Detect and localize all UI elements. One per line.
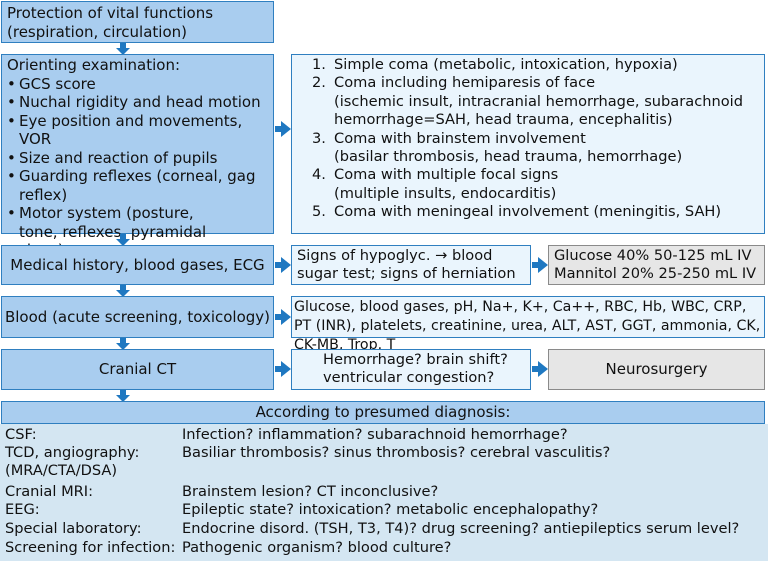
diagnosis-question: Brainstem lesion? CT inconclusive? [182,483,439,500]
table-row: Screening for infection: Pathogenic organ… [5,539,451,557]
coma-type-text: Coma with multiple focal signs [334,166,559,184]
coma-type-detail: (basilar thrombosis, head trauma, hemorr… [334,148,683,166]
step-vital-functions: Protection of vital functions (respirati… [1,1,274,43]
list-item: GCS score [7,75,273,94]
step-presumed-diagnosis: According to presumed diagnosis: [1,401,765,424]
arrow-right-coma [275,121,291,137]
blood-tests-box: Glucose, blood gases, pH, Na+, K+, Ca++,… [291,296,765,353]
arrow-right-neurosurgery [532,361,548,377]
table-row: Special laboratory: Endocrine disord. (TS… [5,520,739,538]
list-item: Guarding reflexes (corneal, gag reflex) [7,167,273,204]
step-blood: Blood (acute screening, toxicology) [1,296,274,338]
signs-box: Signs of hypoglyc. → blood sugar test; s… [291,245,531,285]
step-cranial-ct: Cranial CT [1,349,274,390]
coma-type-number: 3. [312,129,326,147]
arrow-down-1 [116,43,130,55]
step-blood-label: Blood (acute screening, toxicology) [4,307,271,326]
list-item: Motor system (posture, tone, reflexes, p… [7,204,219,260]
arrow-down-5 [116,390,130,402]
diagnosis-method: Screening for infection: [5,539,176,556]
coma-type-item: 1. Simple coma (metabolic, intoxication, … [312,56,764,74]
arrow-right-tests [275,309,291,325]
blood-tests-text: Glucose, blood gases, pH, Na+, K+, Ca++,… [294,299,761,353]
diagnosis-question: Epileptic state? intoxication? metabolic… [182,501,599,518]
diagnosis-panel [0,424,768,561]
diagnosis-method: TCD, angiography: (MRA/CTA/DSA) [5,444,140,479]
diagnosis-method: CSF: [5,426,37,443]
diagnosis-question: Endocrine disord. (TSH, T3, T4)? drug sc… [182,520,740,537]
presumed-diagnosis-label: According to presumed diagnosis: [255,403,511,422]
step-orienting-exam: Orienting examination: GCS score Nuchal … [1,54,274,278]
coma-types-list: 1. Simple coma (metabolic, intoxication, … [312,56,764,222]
diagnosis-method: EEG: [5,501,40,518]
list-item: Size and reaction of pupils [7,149,273,168]
coma-type-text: Coma including hemiparesis of face [334,74,596,92]
coma-type-detail: (ischemic insult, intracranial hemorrhag… [334,92,743,129]
coma-type-item: 4. Coma with multiple focal signs (multipl… [312,166,764,203]
coma-type-number: 2. [312,74,326,92]
coma-type-item: 2. Coma including hemiparesis of face (isc… [312,74,764,129]
coma-type-item: 5. Coma with meningeal involvement (menin… [312,203,764,221]
diagnosis-question: Pathogenic organism? blood culture? [182,539,452,556]
coma-type-number: 4. [312,166,326,184]
table-row: CSF: Infection? inflammation? subarachnoi… [5,426,568,444]
ct-question-text: Hemorrhage? brain shift? ventricular con… [323,351,508,387]
coma-type-text: Coma with meningeal involvement (meningi… [334,203,722,221]
coma-type-number: 1. [312,56,326,73]
coma-type-detail: (multiple insults, endocarditis) [334,184,557,202]
step-medical-history-label: Medical history, blood gases, ECG [10,255,265,274]
diagnosis-question: Basiliar thrombosis? sinus thrombosis? c… [182,444,611,461]
treatment-mannitol: Mannitol 20% 25-250 mL IV [554,265,757,283]
diagnosis-method: Cranial MRI: [5,483,94,500]
ct-question-box: Hemorrhage? brain shift? ventricular con… [291,349,531,390]
table-row: TCD, angiography: (MRA/CTA/DSA) Basiliar … [5,444,610,480]
neurosurgery-box: Neurosurgery [548,349,765,390]
coma-type-item: 3. Coma with brainstem involvement (basila… [312,130,764,167]
treatment-box: Glucose 40% 50-125 mL IV Mannitol 20% 25… [548,245,765,285]
orienting-exam-title: Orienting examination: [7,56,181,74]
arrow-down-3 [116,285,130,297]
coma-type-text: Simple coma (metabolic, intoxication, hy… [334,56,678,73]
diagnosis-method: Special laboratory: [5,520,142,537]
coma-type-number: 5. [312,203,326,221]
diagnosis-question: Infection? inflammation? subarachnoid he… [182,426,568,443]
step-medical-history: Medical history, blood gases, ECG [1,245,274,285]
list-item: Eye position and movements, VOR [7,112,273,149]
step-vital-functions-label: Protection of vital functions (respirati… [7,4,214,41]
arrow-down-2 [116,234,130,246]
arrow-right-ct-question [275,361,291,377]
arrow-right-signs [275,257,291,273]
coma-types-box: 1. Simple coma (metabolic, intoxication, … [291,54,765,234]
table-row: EEG: Epileptic state? intoxication? metab… [5,501,598,519]
arrow-right-treatment [532,257,548,273]
neurosurgery-label: Neurosurgery [605,360,708,379]
signs-text: Signs of hypoglyc. → blood sugar test; s… [297,247,516,283]
treatment-glucose: Glucose 40% 50-125 mL IV [554,247,752,264]
coma-type-text: Coma with brainstem involvement [334,129,586,147]
table-row: Cranial MRI: Brainstem lesion? CT inconcl… [5,483,438,501]
list-item: Nuchal rigidity and head motion [7,93,273,112]
arrow-down-4 [116,338,130,350]
step-cranial-ct-label: Cranial CT [98,360,177,379]
